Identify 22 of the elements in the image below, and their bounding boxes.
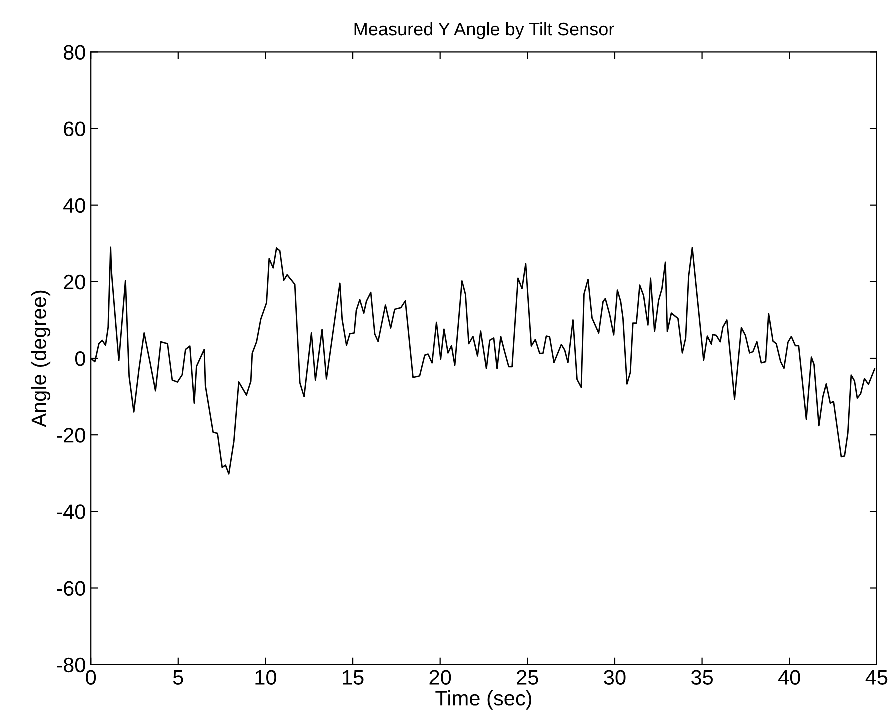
x-tick-label: 10 (256, 670, 276, 685)
x-tick-label: 30 (604, 670, 626, 685)
x-tick-label: 15 (343, 670, 364, 685)
y-tick-label: 0 (75, 352, 86, 366)
y-tick-label: 40 (64, 198, 86, 214)
y-tick-label: 80 (64, 45, 86, 60)
y-tick-label: -40 (57, 504, 86, 520)
x-tick-label: 25 (517, 670, 538, 685)
chart-title: Measured Y Angle by Tilt Sensor (354, 22, 614, 40)
x-tick-label: 40 (778, 670, 800, 685)
x-tick-label: 20 (430, 670, 452, 685)
y-tick-label: 60 (64, 122, 86, 137)
x-tick-label: 5 (173, 670, 184, 685)
x-tick-label: 35 (692, 670, 714, 685)
x-axis-title: Time (sec) (436, 690, 532, 710)
y-tick-label: 20 (64, 274, 86, 290)
x-tick-label: 0 (86, 670, 96, 685)
y-axis-title: Angle (degree) (31, 290, 51, 428)
y-tick-label: -80 (57, 658, 86, 673)
y-tick-label: -60 (57, 581, 86, 596)
y-tick-label: -20 (57, 428, 86, 443)
x-tick-label: 45 (866, 670, 888, 685)
